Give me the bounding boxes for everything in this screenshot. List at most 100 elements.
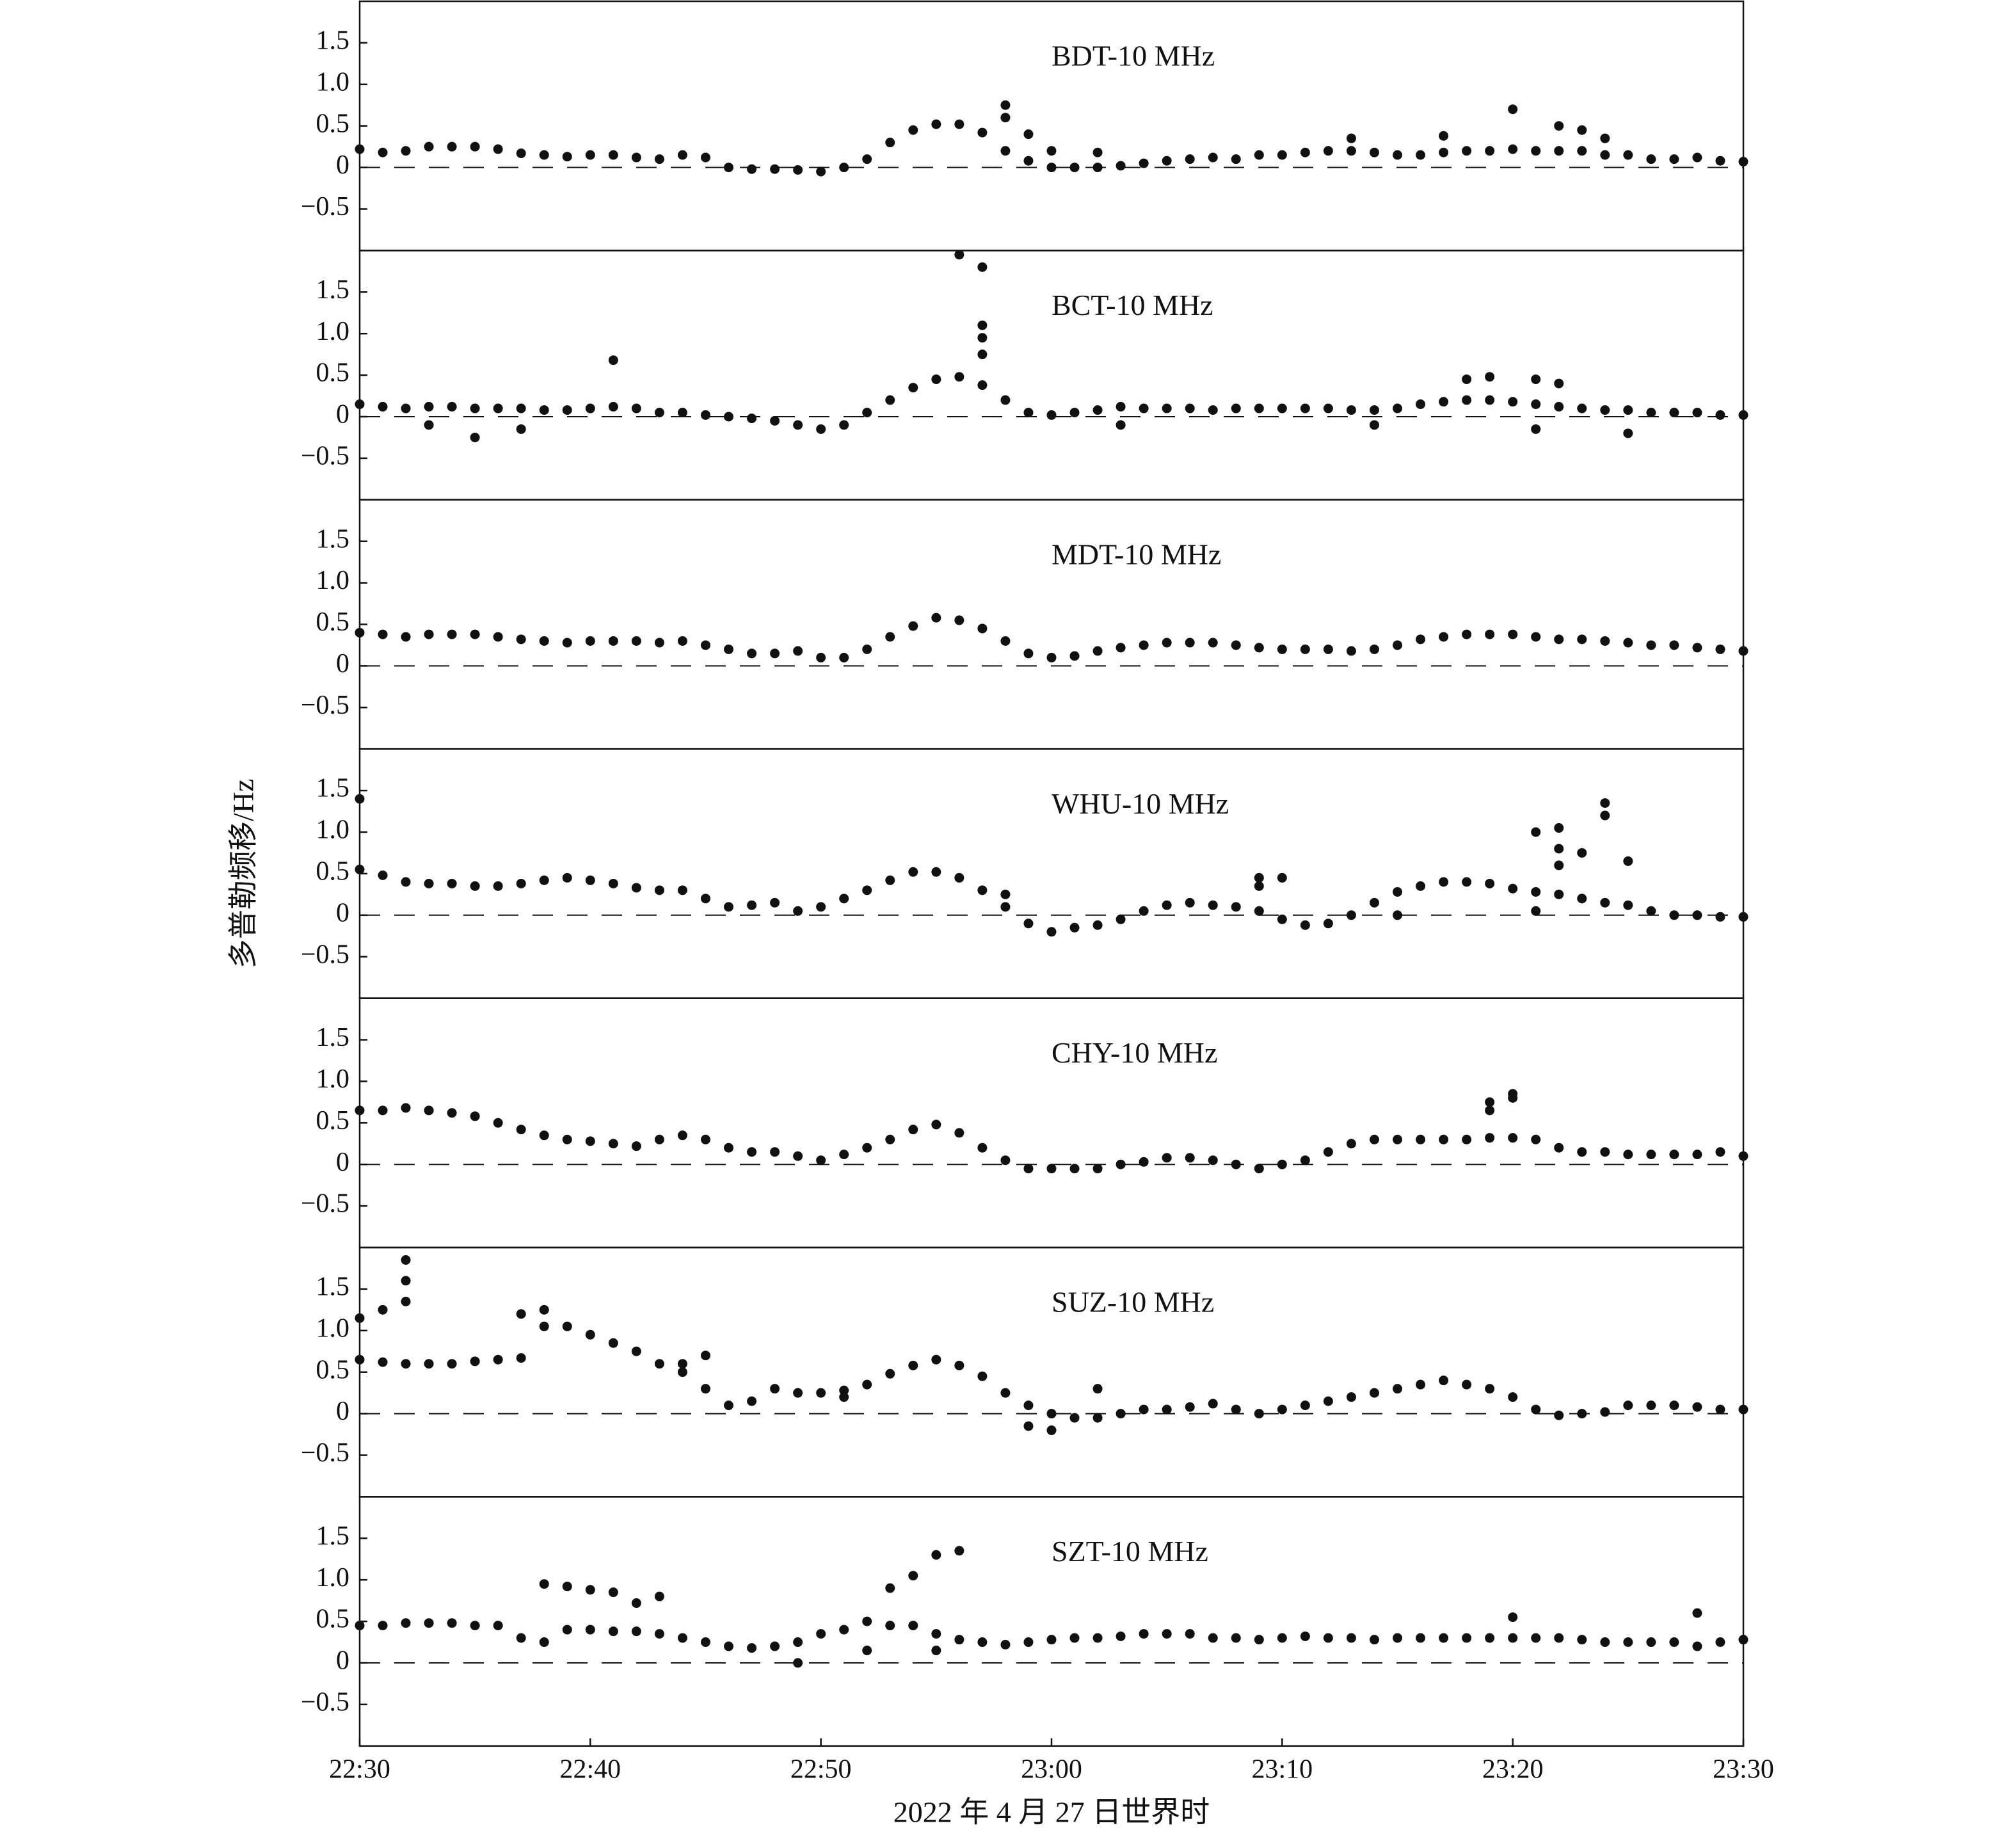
data-point	[931, 119, 941, 129]
data-point	[1508, 1633, 1518, 1643]
data-point	[1185, 638, 1195, 648]
x-tick-label: 23:30	[1713, 1754, 1774, 1784]
data-point	[1162, 900, 1172, 910]
data-point	[701, 410, 710, 420]
data-point	[1254, 881, 1264, 891]
data-point	[1046, 1635, 1057, 1645]
data-point	[1208, 1399, 1218, 1409]
data-point	[885, 138, 895, 148]
data-point	[747, 1147, 757, 1157]
panel-title: MDT-10 MHz	[1052, 538, 1221, 570]
data-point	[1346, 1139, 1356, 1149]
data-point	[1738, 1151, 1748, 1161]
data-point	[816, 1155, 826, 1166]
data-point	[1346, 1392, 1356, 1402]
data-point	[908, 1571, 918, 1581]
data-point	[908, 125, 918, 135]
data-point	[447, 1108, 457, 1118]
x-tick-label: 23:10	[1251, 1754, 1313, 1784]
data-point	[424, 878, 434, 888]
data-point	[1139, 1157, 1149, 1167]
data-point	[1092, 1164, 1103, 1174]
data-point	[585, 1329, 595, 1340]
data-point	[1000, 889, 1011, 899]
data-point	[1738, 1635, 1748, 1645]
data-point	[1600, 636, 1610, 646]
data-point	[608, 1139, 618, 1149]
data-point	[1738, 157, 1748, 167]
data-point	[724, 163, 734, 173]
data-point	[1023, 918, 1034, 929]
data-point	[1508, 144, 1518, 154]
data-point	[447, 401, 457, 412]
data-point	[378, 401, 388, 412]
data-point	[1231, 1159, 1241, 1169]
data-point	[470, 881, 480, 891]
data-point	[1069, 922, 1080, 933]
data-point	[1600, 798, 1610, 808]
data-point	[1116, 1159, 1126, 1169]
data-point	[1462, 629, 1472, 639]
data-point	[608, 1587, 618, 1598]
data-point	[839, 163, 849, 173]
data-point	[1023, 156, 1034, 166]
y-tick-label: 1.0	[316, 67, 350, 97]
data-point	[1300, 403, 1310, 413]
data-point	[747, 648, 757, 659]
data-point	[1000, 902, 1011, 912]
data-point	[1462, 146, 1472, 156]
data-point	[1554, 146, 1564, 156]
data-point	[654, 408, 664, 418]
data-point	[355, 1313, 365, 1323]
data-point	[1323, 403, 1333, 413]
panel-frame	[358, 997, 1745, 1249]
data-point	[1069, 408, 1080, 418]
data-point	[1531, 1633, 1541, 1643]
data-point	[977, 349, 988, 360]
y-axis-label: 多普勒频移/Hz	[227, 779, 260, 968]
data-point	[977, 1637, 988, 1648]
data-point	[401, 146, 411, 156]
data-point	[677, 1367, 687, 1377]
data-point	[977, 262, 988, 272]
data-point	[378, 1621, 388, 1631]
data-point	[654, 885, 664, 895]
data-point	[608, 636, 618, 646]
data-point	[1092, 147, 1103, 157]
data-point	[355, 399, 365, 410]
data-point	[839, 652, 849, 662]
data-point	[862, 1379, 872, 1390]
data-point	[1116, 643, 1126, 653]
data-point	[493, 1354, 503, 1365]
data-point	[608, 150, 618, 160]
data-point	[701, 1134, 710, 1144]
data-point	[1162, 638, 1172, 648]
data-point	[1393, 1384, 1402, 1394]
data-point	[1139, 906, 1149, 916]
data-point	[977, 320, 988, 330]
data-point	[977, 885, 988, 895]
data-point	[677, 1359, 687, 1369]
x-axis-label: 2022 年 4 月 27 日世界时	[893, 1795, 1210, 1828]
data-point	[701, 1637, 710, 1648]
data-point	[1508, 1392, 1518, 1402]
data-point	[562, 1321, 572, 1331]
data-point	[1715, 410, 1725, 420]
data-point	[608, 1626, 618, 1637]
data-point	[493, 632, 503, 642]
data-point	[1623, 428, 1633, 438]
y-tick-label: 0	[336, 649, 349, 678]
y-tick-label: 0.5	[316, 109, 350, 138]
data-point	[816, 652, 826, 662]
data-point	[1046, 410, 1057, 420]
x-tick-label: 23:00	[1021, 1754, 1082, 1784]
data-point	[654, 154, 664, 164]
data-point	[539, 1130, 549, 1141]
data-point	[885, 1368, 895, 1379]
data-point	[1393, 886, 1402, 897]
data-point	[1231, 640, 1241, 650]
data-point	[1554, 1633, 1564, 1643]
y-tick-label: 1.0	[316, 1563, 350, 1592]
data-point	[1092, 920, 1103, 930]
data-point	[1669, 154, 1679, 164]
